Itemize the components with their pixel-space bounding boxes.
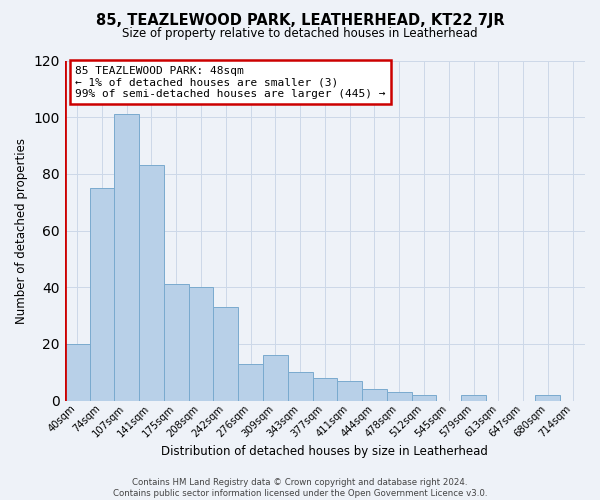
Bar — [115, 114, 139, 401]
Bar — [89, 188, 115, 400]
Bar — [263, 355, 288, 401]
Y-axis label: Number of detached properties: Number of detached properties — [15, 138, 28, 324]
Bar — [288, 372, 313, 400]
Bar — [337, 380, 362, 400]
Text: 85 TEAZLEWOOD PARK: 48sqm
← 1% of detached houses are smaller (3)
99% of semi-de: 85 TEAZLEWOOD PARK: 48sqm ← 1% of detach… — [75, 66, 386, 99]
Bar — [412, 395, 436, 400]
Text: Size of property relative to detached houses in Leatherhead: Size of property relative to detached ho… — [122, 28, 478, 40]
Bar — [238, 364, 263, 401]
Bar — [362, 389, 387, 400]
Bar — [535, 395, 560, 400]
Bar — [65, 344, 89, 401]
Bar — [214, 307, 238, 400]
Bar — [188, 287, 214, 401]
Bar — [139, 166, 164, 400]
X-axis label: Distribution of detached houses by size in Leatherhead: Distribution of detached houses by size … — [161, 444, 488, 458]
Text: 85, TEAZLEWOOD PARK, LEATHERHEAD, KT22 7JR: 85, TEAZLEWOOD PARK, LEATHERHEAD, KT22 7… — [95, 12, 505, 28]
Bar — [164, 284, 188, 401]
Bar — [387, 392, 412, 400]
Text: Contains HM Land Registry data © Crown copyright and database right 2024.
Contai: Contains HM Land Registry data © Crown c… — [113, 478, 487, 498]
Bar — [461, 395, 486, 400]
Bar — [313, 378, 337, 400]
